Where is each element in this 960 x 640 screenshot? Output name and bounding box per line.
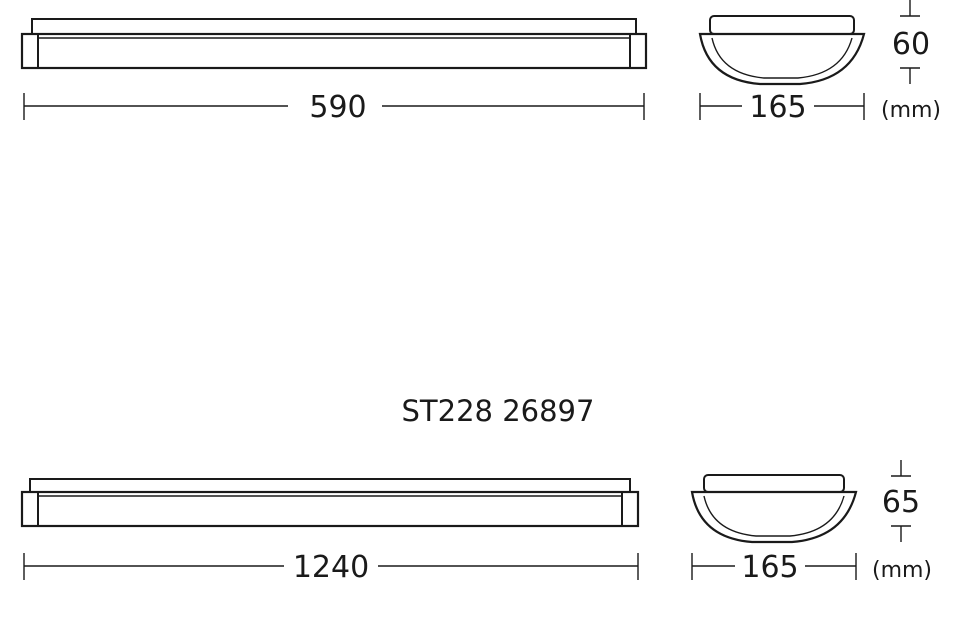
bottom-height-dimension: 65 (882, 460, 920, 542)
top-width-label: 165 (749, 90, 806, 125)
top-height-label: 60 (892, 27, 930, 62)
bottom-length-dimension: 1240 (23, 550, 639, 585)
bottom-units-label: (mm) (872, 558, 932, 583)
top-fixture-side-view (20, 18, 648, 70)
bottom-fixture-top-rail (29, 478, 631, 493)
top-units-label: (mm) (881, 98, 941, 123)
top-fixture-end-view (698, 15, 866, 86)
bottom-width-dimension: 165 (mm) (691, 550, 932, 585)
bottom-fixture-side-view (20, 478, 640, 528)
top-fixture: 590 60 165 (mm) (20, 0, 941, 125)
bottom-profile-cap (703, 474, 845, 493)
bottom-profile-shell (690, 490, 858, 544)
top-profile-shell (698, 32, 866, 86)
bottom-width-label: 165 (741, 550, 798, 585)
top-profile-inner (711, 37, 853, 79)
model-label: ST228 26897 (402, 394, 595, 428)
bottom-fixture-body (20, 490, 640, 528)
top-width-dimension: 165 (mm) (699, 90, 941, 125)
top-fixture-top-rail (31, 18, 637, 35)
bottom-length-label: 1240 (293, 550, 369, 585)
bottom-fixture-end-view (690, 474, 858, 544)
bottom-fixture: 1240 65 165 (mm) (20, 460, 932, 585)
top-length-label: 590 (309, 90, 366, 125)
top-fixture-body (20, 32, 648, 70)
bottom-profile-inner (703, 495, 845, 537)
top-profile-cap (709, 15, 855, 35)
top-length-dimension: 590 (23, 90, 645, 125)
bottom-height-label: 65 (882, 485, 920, 520)
top-height-dimension: 60 (892, 0, 930, 84)
